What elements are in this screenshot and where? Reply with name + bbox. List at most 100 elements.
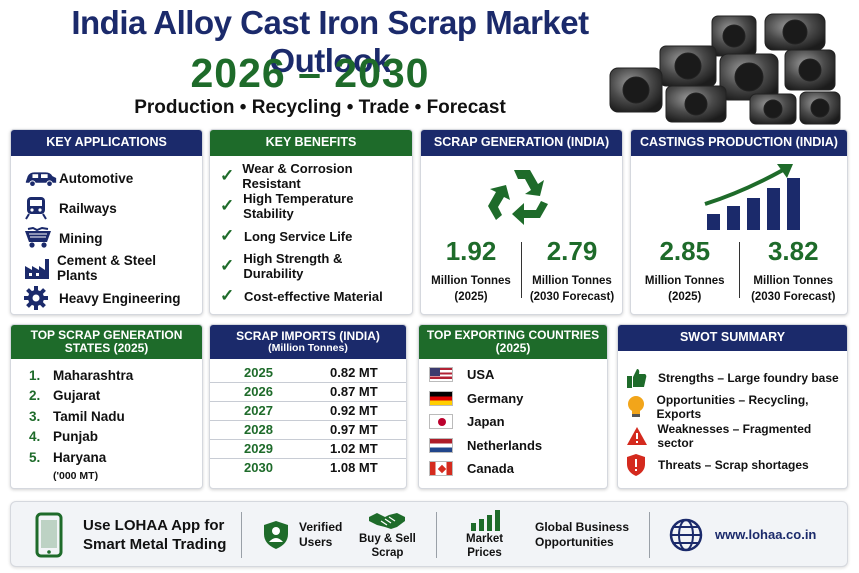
swot-text: Threats – Scrap shortages: [658, 457, 809, 472]
castings-production-heading: CASTINGS PRODUCTION (INDIA): [631, 130, 847, 156]
import-value: 0.82 MT: [308, 363, 406, 383]
market-prices: Market Prices: [466, 502, 503, 568]
state-name: Gujarat: [53, 388, 101, 404]
scrap-imports-heading: SCRAP IMPORTS (INDIA) (Million Tonnes): [210, 325, 406, 359]
state-rank: 4.: [29, 429, 41, 445]
top-exporters-heading: TOP EXPORTING COUNTRIES (2025): [419, 325, 607, 359]
page-title: India Alloy Cast Iron Scrap Market Outlo…: [71, 4, 589, 79]
app-promo[interactable]: Use LOHAA App for Smart Metal Trading: [35, 502, 226, 568]
checkmark-icon: ✓: [220, 226, 235, 245]
application-item: Heavy Engineering: [23, 283, 192, 313]
state-item: 2. Gujarat: [11, 386, 202, 407]
buysell-line2: Scrap: [371, 547, 404, 559]
application-label: Mining: [59, 230, 103, 246]
top-states-card: TOP SCRAP GENERATION STATES (2025) 1. Mah…: [10, 324, 203, 489]
benefit-label: High Temperature Stability: [243, 191, 354, 221]
usa-flag-icon: [429, 367, 453, 383]
state-name: Tamil Nadu: [53, 408, 125, 424]
handshake-icon: [369, 513, 406, 530]
footer-divider: [649, 512, 650, 558]
verified-shield-icon: [264, 521, 288, 549]
castings-production-card: CASTINGS PRODUCTION (INDIA) 2.85 Million…: [630, 129, 848, 315]
gear-icon: [23, 285, 59, 311]
japan-flag-icon: [429, 414, 453, 430]
stat-year: (2030 Forecast): [751, 291, 836, 303]
import-year: 2028: [210, 420, 308, 440]
scrap-generation-card: SCRAP GENERATION (INDIA) 1.92 Million To…: [420, 129, 623, 315]
divider: [738, 242, 740, 298]
stat-year: (2030 Forecast): [529, 291, 615, 303]
top-exporters-year: (2025): [495, 341, 531, 355]
table-row: 2026 0.87 MT: [210, 382, 406, 402]
globe-icon: [669, 518, 703, 552]
state-rank: 2.: [29, 388, 41, 404]
country-item: Germany: [419, 387, 607, 411]
shield-alert-icon: [626, 453, 658, 477]
country-item: Japan: [419, 410, 607, 434]
table-row: 2025 0.82 MT: [210, 363, 406, 383]
swot-text: Weaknesses – Fragmented sector: [657, 421, 812, 450]
swot-item: Threats – Scrap shortages: [618, 450, 847, 479]
app-promo-line1: Use LOHAA App for: [83, 516, 225, 534]
checkmark-icon: ✓: [220, 196, 235, 215]
application-item: Cement & Steel Plants: [23, 253, 192, 283]
table-row: 2028 0.97 MT: [210, 420, 406, 440]
state-item: 1. Maharashtra: [11, 365, 202, 386]
lightbulb-icon: [626, 395, 656, 419]
benefit-item: ✓ Cost-effective Material: [220, 281, 402, 311]
recycle-icon: [488, 170, 548, 225]
stat-value: 2.85: [659, 236, 711, 266]
import-value: 0.97 MT: [308, 420, 406, 440]
swot-heading: SWOT SUMMARY: [618, 325, 847, 351]
country-name: Germany: [467, 390, 524, 406]
website-url[interactable]: www.lohaa.co.in: [715, 526, 817, 542]
import-value: 0.87 MT: [308, 382, 406, 402]
benefit-label: Wear & Corrosion Resistant: [242, 161, 353, 191]
application-item: Mining: [23, 223, 192, 253]
verified-line2: Users: [299, 535, 333, 549]
footer-banner: Use LOHAA App for Smart Metal Trading Ve…: [10, 501, 848, 567]
import-value: 1.02 MT: [308, 439, 406, 459]
page-subtitle: Production • Recycling • Trade • Forecas…: [134, 97, 506, 118]
benefit-label: Long Service Life: [244, 228, 353, 244]
country-item: Canada: [419, 457, 607, 481]
thumbs-up-icon: [626, 367, 658, 389]
country-name: Japan: [467, 414, 505, 430]
footer-divider: [241, 512, 242, 558]
state-item: 5. Haryana: [11, 447, 202, 468]
divider: [521, 242, 522, 298]
state-item: 4. Punjab: [11, 427, 202, 448]
stat-unit: Million Tonnes: [431, 275, 511, 287]
stat-value: 2.79: [546, 236, 598, 266]
forecast-years: 2026 – 2030: [190, 50, 430, 96]
scrap-generation-heading: SCRAP GENERATION (INDIA): [421, 130, 622, 156]
factory-icon: [23, 256, 57, 280]
import-year: 2029: [210, 439, 308, 459]
import-value: 0.92 MT: [308, 401, 406, 421]
website-link[interactable]: www.lohaa.co.in: [669, 502, 816, 568]
global-opportunities: Global Business Opportunities: [535, 502, 629, 568]
key-applications-card: KEY APPLICATIONS Automotive Railways Min…: [10, 129, 203, 315]
stat-year: (2025): [454, 291, 488, 303]
key-applications-heading: KEY APPLICATIONS: [11, 130, 202, 156]
benefit-label: High Strength & Durability: [243, 251, 343, 281]
benefit-item: ✓ High Strength & Durability: [220, 251, 402, 281]
top-states-heading: TOP SCRAP GENERATION STATES (2025): [11, 325, 202, 359]
stat-unit: Million Tonnes: [532, 275, 612, 287]
swot-item: Weaknesses – Fragmented sector: [618, 421, 847, 450]
scrap-imports-card: SCRAP IMPORTS (INDIA) (Million Tonnes) 2…: [209, 324, 407, 489]
stat-value: 1.92: [445, 236, 497, 266]
prices-line2: Prices: [467, 547, 502, 559]
top-exporters-card: TOP EXPORTING COUNTRIES (2025) USA Germa…: [418, 324, 608, 489]
benefit-item: ✓ Long Service Life: [220, 221, 402, 251]
swot-text: Opportunities – Recycling, Exports: [656, 392, 809, 421]
table-row: 2030 1.08 MT: [210, 458, 406, 477]
footer-divider: [436, 512, 437, 558]
table-row: 2027 0.92 MT: [210, 401, 406, 421]
swot-item: Strengths – Large foundry base: [618, 363, 847, 392]
import-year: 2030: [244, 460, 273, 476]
state-item: 3. Tamil Nadu: [11, 406, 202, 427]
smartphone-icon: [35, 512, 63, 558]
swot-summary-card: SWOT SUMMARY Strengths – Large foundry b…: [617, 324, 848, 489]
benefit-item: ✓ Wear & Corrosion Resistant: [220, 161, 402, 191]
